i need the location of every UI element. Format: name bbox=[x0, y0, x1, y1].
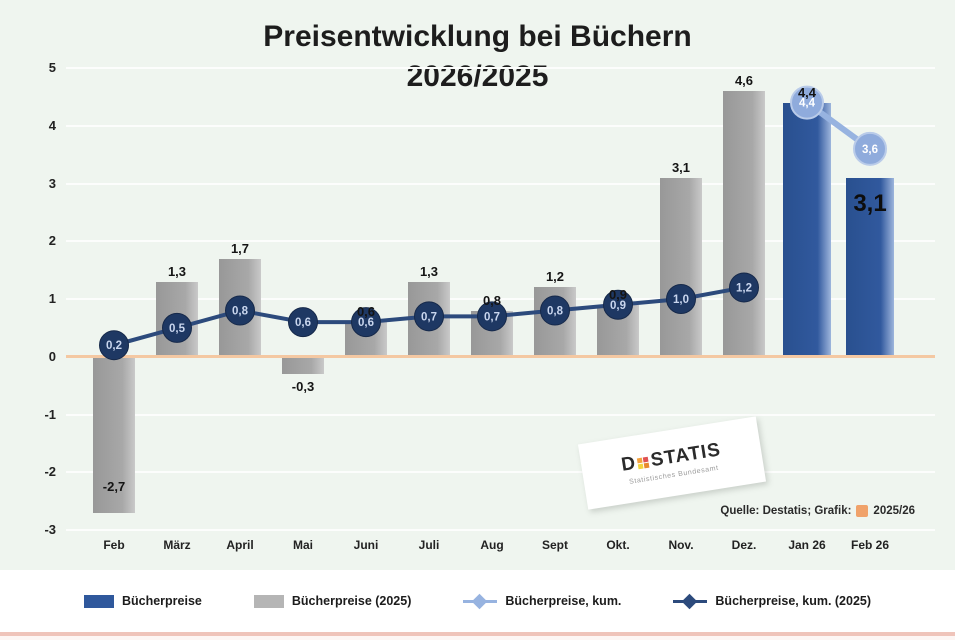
destatis-logo-square bbox=[643, 456, 649, 462]
source-logo-icon bbox=[856, 505, 869, 517]
legend-diamond-icon bbox=[682, 593, 698, 609]
marker-value-Feb: 0,2 bbox=[106, 340, 122, 352]
destatis-logo-squares-icon bbox=[637, 456, 650, 469]
x-axis-label-Okt: Okt. bbox=[606, 538, 630, 552]
bar-value-label-Feb26: 3,1 bbox=[853, 189, 887, 217]
y-axis-label-5: 5 bbox=[48, 60, 56, 75]
y-axis-label--3: -3 bbox=[44, 522, 56, 537]
bar-Jan26 bbox=[783, 102, 831, 357]
bar-value-label-Sept: 1,2 bbox=[545, 269, 565, 285]
marker-value-Mai: 0,6 bbox=[295, 317, 311, 329]
destatis-logo-square bbox=[644, 462, 650, 468]
legend-item-Bcherpreisekum2025: Bücherpreise, kum. (2025) bbox=[673, 593, 872, 609]
bar-value-label-Feb: -2,7 bbox=[102, 478, 126, 494]
bar-Mai bbox=[282, 356, 324, 375]
marker-value-Feb26: 3,6 bbox=[862, 144, 878, 156]
gridline-4 bbox=[66, 124, 935, 127]
x-axis-label-Feb: Feb bbox=[103, 538, 125, 552]
legend-bar-swatch-icon bbox=[253, 594, 284, 608]
bar-April bbox=[219, 258, 261, 357]
x-axis-label-Feb26: Feb 26 bbox=[850, 538, 889, 552]
bar-value-label-Dez: 4,6 bbox=[734, 73, 754, 89]
x-axis-label-Jan26: Jan 26 bbox=[788, 538, 826, 552]
y-axis-label-0: 0 bbox=[48, 348, 56, 364]
gridline-2 bbox=[66, 240, 935, 243]
legend-diamond-icon bbox=[472, 593, 488, 609]
source-year: 2025/26 bbox=[873, 505, 915, 517]
x-axis-label-Sept: Sept bbox=[541, 538, 568, 552]
x-axis-label-Aug: Aug bbox=[480, 538, 504, 552]
legend-item-Bcherpreise: Bücherpreise bbox=[83, 594, 202, 608]
gridline--3 bbox=[66, 529, 935, 531]
y-axis-label-2: 2 bbox=[48, 233, 56, 249]
source-caption: Quelle: Destatis; Grafik: 2025/26 bbox=[720, 505, 915, 517]
zero-baseline bbox=[66, 355, 935, 359]
y-axis-label-3: 3 bbox=[48, 175, 56, 191]
bar-Okt bbox=[597, 304, 639, 357]
bar-value-label-Juli: 1,3 bbox=[419, 263, 439, 279]
chart-title-line2: 2026/2025 bbox=[406, 60, 549, 93]
x-axis-label-April: April bbox=[226, 538, 254, 552]
bar-value-label-Okt: 0,9 bbox=[608, 286, 628, 302]
x-axis-label-Mrz: März bbox=[163, 538, 191, 552]
destatis-logo-d: D bbox=[619, 452, 638, 476]
legend-label: Bücherpreise (2025) bbox=[291, 594, 412, 608]
marker-Mai bbox=[288, 307, 318, 338]
bar-Dez bbox=[723, 91, 765, 357]
destatis-logo-square bbox=[638, 463, 644, 469]
x-axis-label-Juni: Juni bbox=[353, 538, 379, 552]
gridline-3 bbox=[66, 182, 935, 185]
destatis-watermark: D STATIS Statistisches Bundesamt bbox=[577, 416, 767, 510]
source-text: Quelle: Destatis; Grafik: bbox=[720, 505, 852, 517]
bar-Juli bbox=[408, 281, 450, 357]
legend-item-Bcherpreise2025: Bücherpreise (2025) bbox=[253, 594, 412, 608]
bar-value-label-Mai: -0,3 bbox=[291, 379, 315, 395]
bottom-accent-line bbox=[0, 632, 955, 636]
legend-label: Bücherpreise bbox=[121, 594, 202, 608]
gridline-5 bbox=[66, 67, 935, 69]
y-axis-label-1: 1 bbox=[48, 291, 56, 306]
bar-Aug bbox=[471, 310, 513, 357]
x-axis-label-Nov: Nov. bbox=[668, 538, 694, 552]
legend: Bücherpreise Bücherpreise (2025) Bücherpre… bbox=[0, 570, 955, 632]
legend-label: Bücherpreise, kum. bbox=[505, 594, 622, 608]
y-axis-label--1: -1 bbox=[44, 406, 56, 422]
legend-line-marker-icon bbox=[673, 593, 708, 609]
bar-Sept bbox=[534, 287, 576, 357]
bar-Nov bbox=[660, 177, 702, 357]
x-axis-label-Mai: Mai bbox=[292, 538, 313, 552]
bar-value-label-Mrz: 1,3 bbox=[167, 263, 187, 279]
bar-Feb bbox=[93, 356, 135, 513]
bar-Feb26 bbox=[846, 177, 894, 357]
destatis-logo-square bbox=[637, 457, 643, 463]
x-axis-label-Juli: Juli bbox=[418, 538, 440, 552]
y-axis-label--2: -2 bbox=[44, 464, 56, 480]
legend-item-Bcherpreisekum: Bücherpreise, kum. bbox=[463, 593, 622, 609]
legend-line-marker-icon bbox=[463, 593, 498, 609]
bar-value-label-Jan26: 4,4 bbox=[797, 84, 817, 100]
legend-label: Bücherpreise, kum. (2025) bbox=[715, 594, 872, 608]
gridline--1 bbox=[66, 413, 935, 416]
chart-title-line1: Preisentwicklung bei Büchern bbox=[263, 20, 692, 53]
bottom-footer-strip bbox=[0, 636, 955, 640]
bar-Juni bbox=[345, 322, 387, 357]
legend-bar-swatch-icon bbox=[83, 594, 114, 608]
bar-Mrz bbox=[156, 281, 198, 357]
bar-value-label-Aug: 0,8 bbox=[482, 292, 502, 308]
marker-Feb26 bbox=[853, 131, 887, 166]
x-axis-label-Dez: Dez. bbox=[731, 538, 757, 552]
bar-value-label-Nov: 3,1 bbox=[671, 159, 691, 175]
gridline--2 bbox=[66, 471, 935, 474]
y-axis-label-4: 4 bbox=[48, 117, 56, 133]
bar-value-label-April: 1,7 bbox=[230, 240, 250, 256]
bar-value-label-Juni: 0,6 bbox=[356, 304, 376, 320]
